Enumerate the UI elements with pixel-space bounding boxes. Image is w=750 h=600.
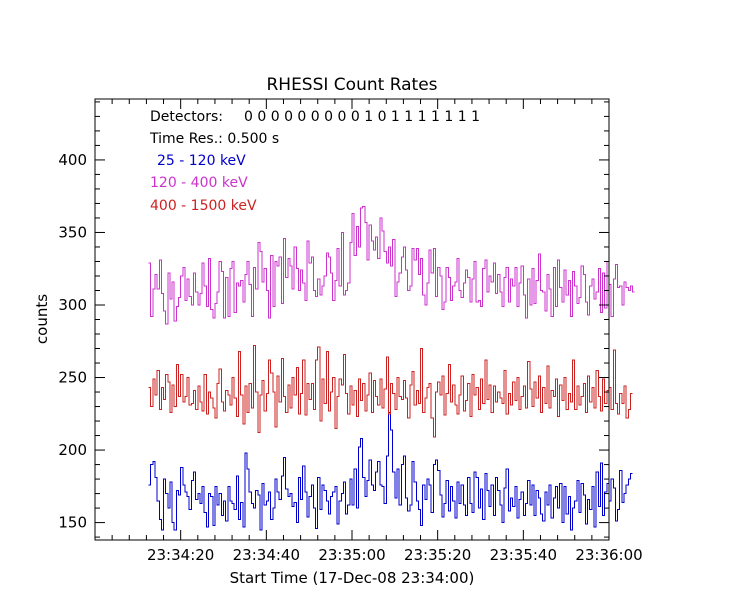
plot-frame — [94, 98, 610, 541]
x-tick-label: 23:35:40 — [490, 546, 557, 564]
x-tick-label: 23:36:00 — [575, 546, 642, 564]
y-tick-label: 350 — [58, 223, 87, 241]
legend-entry-25-120-kev: 25 - 120 keV — [157, 153, 246, 169]
chart-title: RHESSI Count Rates — [266, 75, 437, 95]
series-line-400-1500-kev — [148, 345, 633, 438]
y-tick-label: 200 — [58, 441, 87, 459]
x-tick-label: 23:35:00 — [318, 546, 385, 564]
y-tick-label: 250 — [58, 369, 87, 387]
y-tick-label: 150 — [58, 514, 87, 532]
x-tick-label: 23:34:20 — [147, 546, 214, 564]
x-tick-label: 23:35:20 — [404, 546, 471, 564]
x-tick-label: 23:34:40 — [233, 546, 300, 564]
detectors-value: 0 0 0 0 0 0 0 0 0 1 0 1 1 1 1 1 1 1 — [244, 109, 480, 125]
series-line-25-120-kev — [148, 411, 633, 531]
legend-entry-120-400-kev: 120 - 400 keV — [150, 175, 248, 191]
series-line-120-400-kev — [148, 205, 635, 325]
axis-layer: 150 200 250 300 350 400 23:34:20 23:34:40 23:35:… — [58, 99, 643, 564]
y-tick-label: 400 — [58, 151, 87, 169]
detectors-label: Detectors: — [150, 109, 223, 125]
legend-entry-400-1500-kev: 400 - 1500 keV — [150, 198, 257, 214]
x-axis-label: Start Time (17-Dec-08 23:34:00) — [230, 569, 475, 587]
y-tick-label: 300 — [58, 296, 87, 314]
time-resolution: Time Res.: 0.500 s — [149, 131, 279, 147]
series-layer — [148, 205, 635, 531]
y-axis-label: counts — [33, 294, 51, 344]
